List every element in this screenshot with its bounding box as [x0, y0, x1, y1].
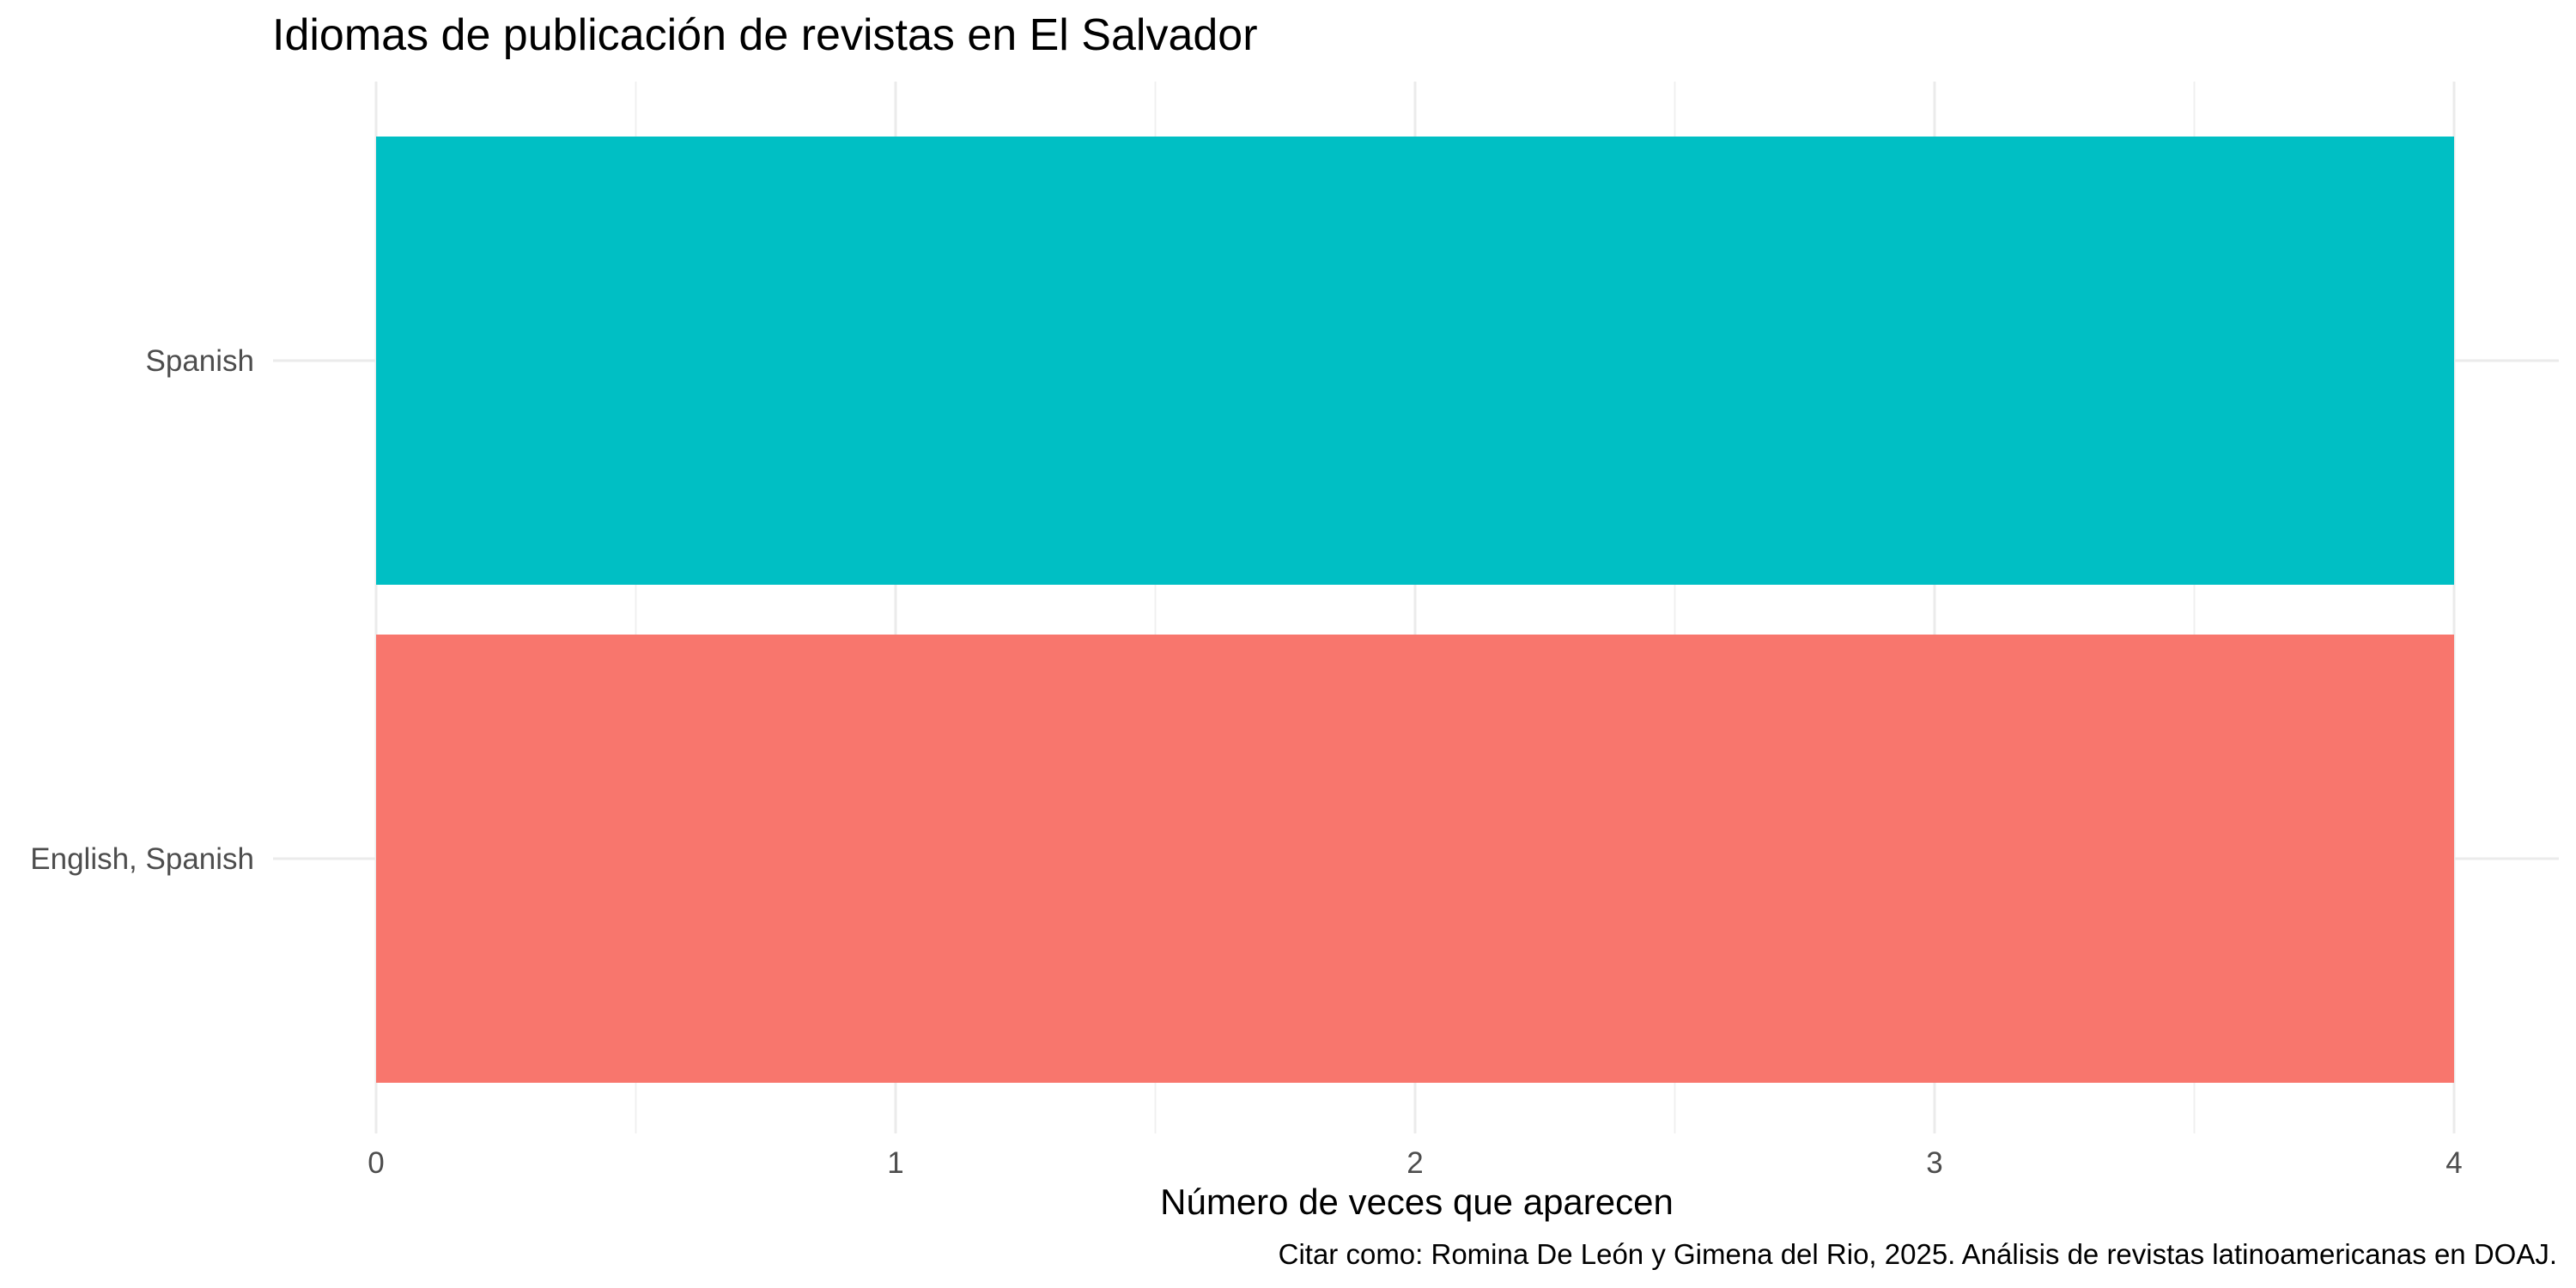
y-tick-label: Spanish — [146, 344, 254, 378]
bars — [376, 137, 2454, 1083]
chart-title: Idiomas de publicación de revistas en El… — [272, 10, 1258, 60]
y-tick-label: English, Spanish — [30, 842, 254, 876]
axis-labels: English, Spanish Spanish 0 1 2 3 4 — [30, 344, 2462, 1180]
x-tick-label: 4 — [2445, 1146, 2462, 1180]
x-tick-label: 3 — [1926, 1146, 1942, 1180]
bar — [376, 635, 2454, 1083]
x-tick-label: 1 — [887, 1146, 903, 1180]
bar — [376, 137, 2454, 585]
x-tick-label: 2 — [1406, 1146, 1423, 1180]
chart-caption: Citar como: Romina De León y Gimena del … — [1279, 1238, 2557, 1270]
x-axis-title: Número de veces que aparecen — [1160, 1182, 1674, 1222]
x-tick-label: 0 — [368, 1146, 384, 1180]
